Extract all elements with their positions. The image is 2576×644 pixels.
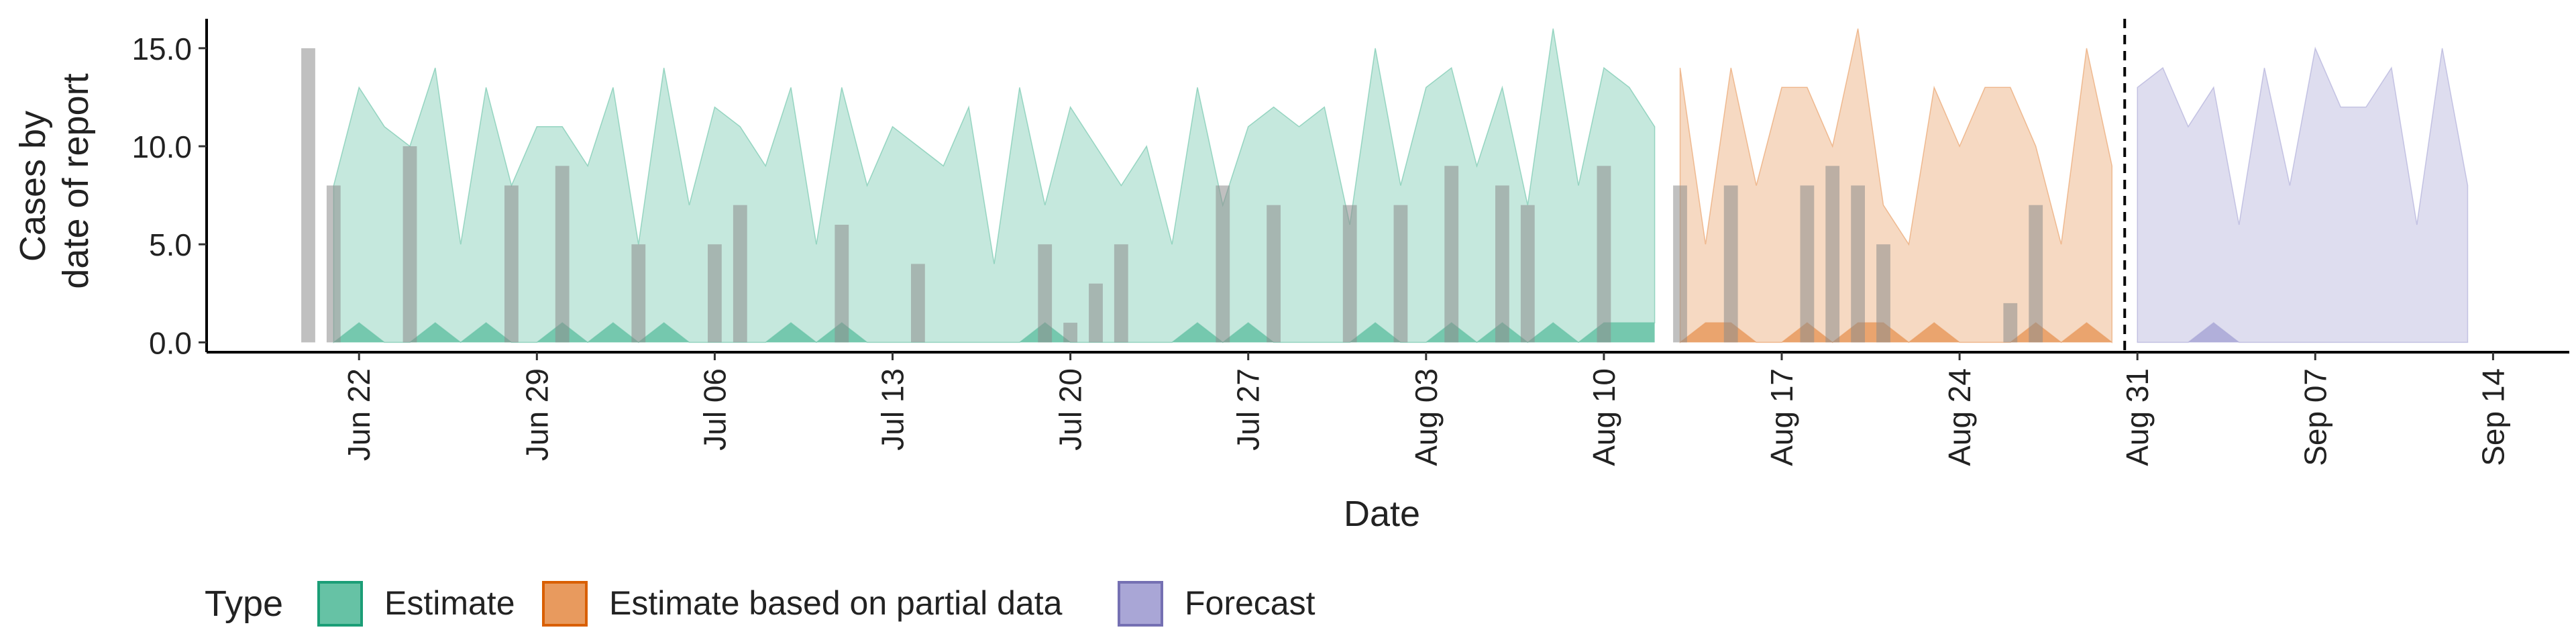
reported-cases-bar — [911, 264, 925, 343]
reported-cases-bar — [301, 48, 315, 343]
ribbon-outer-2 — [2137, 46, 2469, 343]
legend-key-1 — [542, 581, 588, 627]
y-tick-label: 0.0 — [149, 325, 192, 360]
reported-cases-bar — [1800, 185, 1815, 343]
reported-cases-bar — [1673, 185, 1687, 343]
y-axis-label: Cases by date of report — [13, 73, 96, 288]
y-axis-label-line-1: Cases by — [13, 111, 53, 262]
reported-cases-bar — [1267, 205, 1281, 343]
x-tick-label: Jul 27 — [1231, 368, 1266, 451]
reported-cases-bar — [504, 185, 519, 343]
ribbon-inner-2 — [2137, 323, 2468, 343]
x-tick-label: Aug 10 — [1587, 368, 1621, 466]
reported-cases-bar — [1114, 244, 1128, 343]
y-tick-label: 5.0 — [149, 227, 192, 262]
reported-cases-bar — [631, 244, 646, 343]
reported-cases-bar — [1342, 205, 1357, 343]
reported-cases-bar — [1520, 205, 1535, 343]
reported-cases-bar — [1851, 185, 1865, 343]
y-tick-label: 15.0 — [131, 32, 192, 66]
ribbon-inner-0 — [333, 323, 1655, 343]
x-tick-label: Sep 07 — [2298, 368, 2332, 466]
x-tick-label: Aug 17 — [1764, 368, 1799, 466]
x-tick-label: Jul 20 — [1053, 368, 1088, 451]
ribbon-outer-1 — [1679, 28, 2113, 343]
reported-cases-bar — [835, 225, 849, 343]
reported-cases-bar — [555, 166, 570, 343]
reported-cases-bar — [1089, 283, 1103, 343]
x-tick-label: Jul 06 — [697, 368, 732, 451]
x-tick-label: Aug 24 — [1942, 368, 1977, 466]
y-tick-label: 10.0 — [131, 129, 192, 164]
x-tick-label: Aug 03 — [1409, 368, 1444, 466]
reported-cases-bar — [1597, 166, 1611, 343]
reported-cases-bar — [1444, 166, 1459, 343]
legend-title: Type — [205, 584, 283, 624]
reported-cases-bar — [708, 244, 722, 343]
legend-key-0 — [317, 581, 363, 627]
areas-layer — [333, 28, 2469, 343]
reported-cases-bar — [1723, 185, 1738, 343]
reported-cases-bar — [326, 185, 341, 343]
reported-cases-bar — [1063, 323, 1077, 343]
legend-label-2: Forecast — [1185, 584, 1316, 622]
ribbon-inner-1 — [1680, 323, 2112, 343]
x-tick-label: Sep 14 — [2475, 368, 2510, 466]
legend-label-0: Estimate — [384, 584, 515, 622]
y-axis: 0.0 5.0 10.0 15.0 — [131, 19, 208, 360]
reported-cases-bar — [1495, 185, 1509, 343]
reported-cases-bar — [2029, 205, 2043, 343]
reported-cases-bar — [733, 205, 747, 343]
legend: Type Estimate Estimate based on partial d… — [205, 581, 1316, 627]
y-axis-label-line-2: date of report — [56, 73, 96, 288]
reported-cases-bar — [1038, 244, 1053, 343]
reported-cases-bar — [1393, 205, 1408, 343]
reported-cases-bar — [2003, 303, 2018, 343]
x-tick-label: Aug 31 — [2120, 368, 2155, 466]
legend-label-1: Estimate based on partial data — [609, 584, 1063, 622]
reported-cases-bar — [1216, 185, 1230, 343]
x-axis: Jun 22 Jun 29 Jul 06 Jul 13 Jul 20 Jul 27 Aug … — [207, 351, 2569, 466]
reported-bars-layer — [301, 48, 2043, 343]
x-tick-label: Jun 22 — [341, 368, 376, 461]
reported-cases-bar — [402, 146, 417, 343]
x-tick-label: Jul 13 — [875, 368, 910, 451]
reported-cases-bar — [1825, 166, 1840, 343]
legend-key-2 — [1118, 581, 1163, 627]
x-axis-label: Date — [1344, 494, 1420, 534]
x-tick-label: Jun 29 — [519, 368, 554, 461]
reported-cases-bar — [1876, 244, 1890, 343]
